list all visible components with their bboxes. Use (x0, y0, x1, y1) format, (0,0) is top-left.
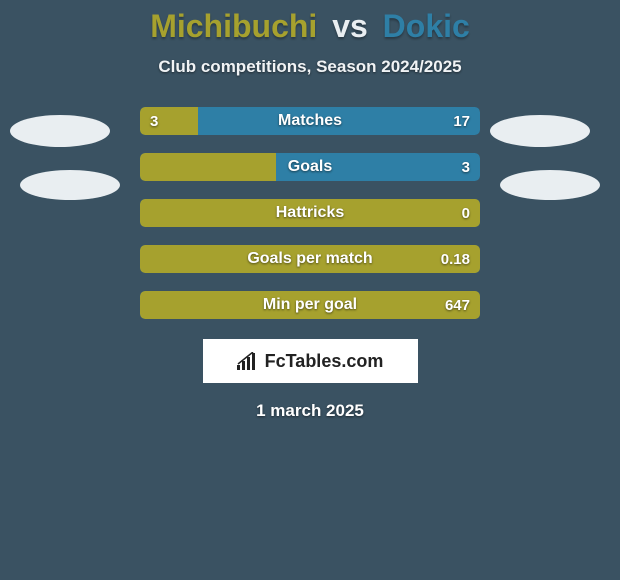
branding-text: FcTables.com (265, 351, 384, 372)
comparison-infographic: Michibuchi vs Dokic Club competitions, S… (0, 0, 620, 580)
stat-bar: Hattricks0 (140, 199, 480, 227)
bar-fill-left (140, 107, 198, 135)
bar-value-right: 3 (462, 153, 470, 181)
avatar-placeholder-left-1 (10, 115, 110, 147)
bar-value-right: 0 (462, 199, 470, 227)
title-player2: Dokic (383, 8, 470, 44)
avatar-placeholder-right-1 (490, 115, 590, 147)
branding-badge: FcTables.com (203, 339, 418, 383)
chart-area: Matches317Goals3Hattricks0Goals per matc… (0, 107, 620, 319)
signal-bars-icon (237, 352, 259, 370)
bar-value-right: 17 (453, 107, 470, 135)
title-vs: vs (332, 8, 368, 44)
bar-fill-left (140, 291, 480, 319)
bar-value-right: 647 (445, 291, 470, 319)
stat-bar: Goals3 (140, 153, 480, 181)
bar-value-left: 3 (150, 107, 158, 135)
stat-bar: Goals per match0.18 (140, 245, 480, 273)
stat-bars: Matches317Goals3Hattricks0Goals per matc… (140, 107, 480, 319)
bar-fill-left (140, 153, 276, 181)
title-player1: Michibuchi (150, 8, 317, 44)
avatar-placeholder-right-2 (500, 170, 600, 200)
stat-bar: Min per goal647 (140, 291, 480, 319)
bar-fill-left (140, 199, 480, 227)
bar-fill-left (140, 245, 480, 273)
bar-value-right: 0.18 (441, 245, 470, 273)
date-label: 1 march 2025 (0, 401, 620, 421)
stat-bar: Matches317 (140, 107, 480, 135)
page-title: Michibuchi vs Dokic (0, 0, 620, 45)
avatar-placeholder-left-2 (20, 170, 120, 200)
subtitle: Club competitions, Season 2024/2025 (0, 57, 620, 77)
